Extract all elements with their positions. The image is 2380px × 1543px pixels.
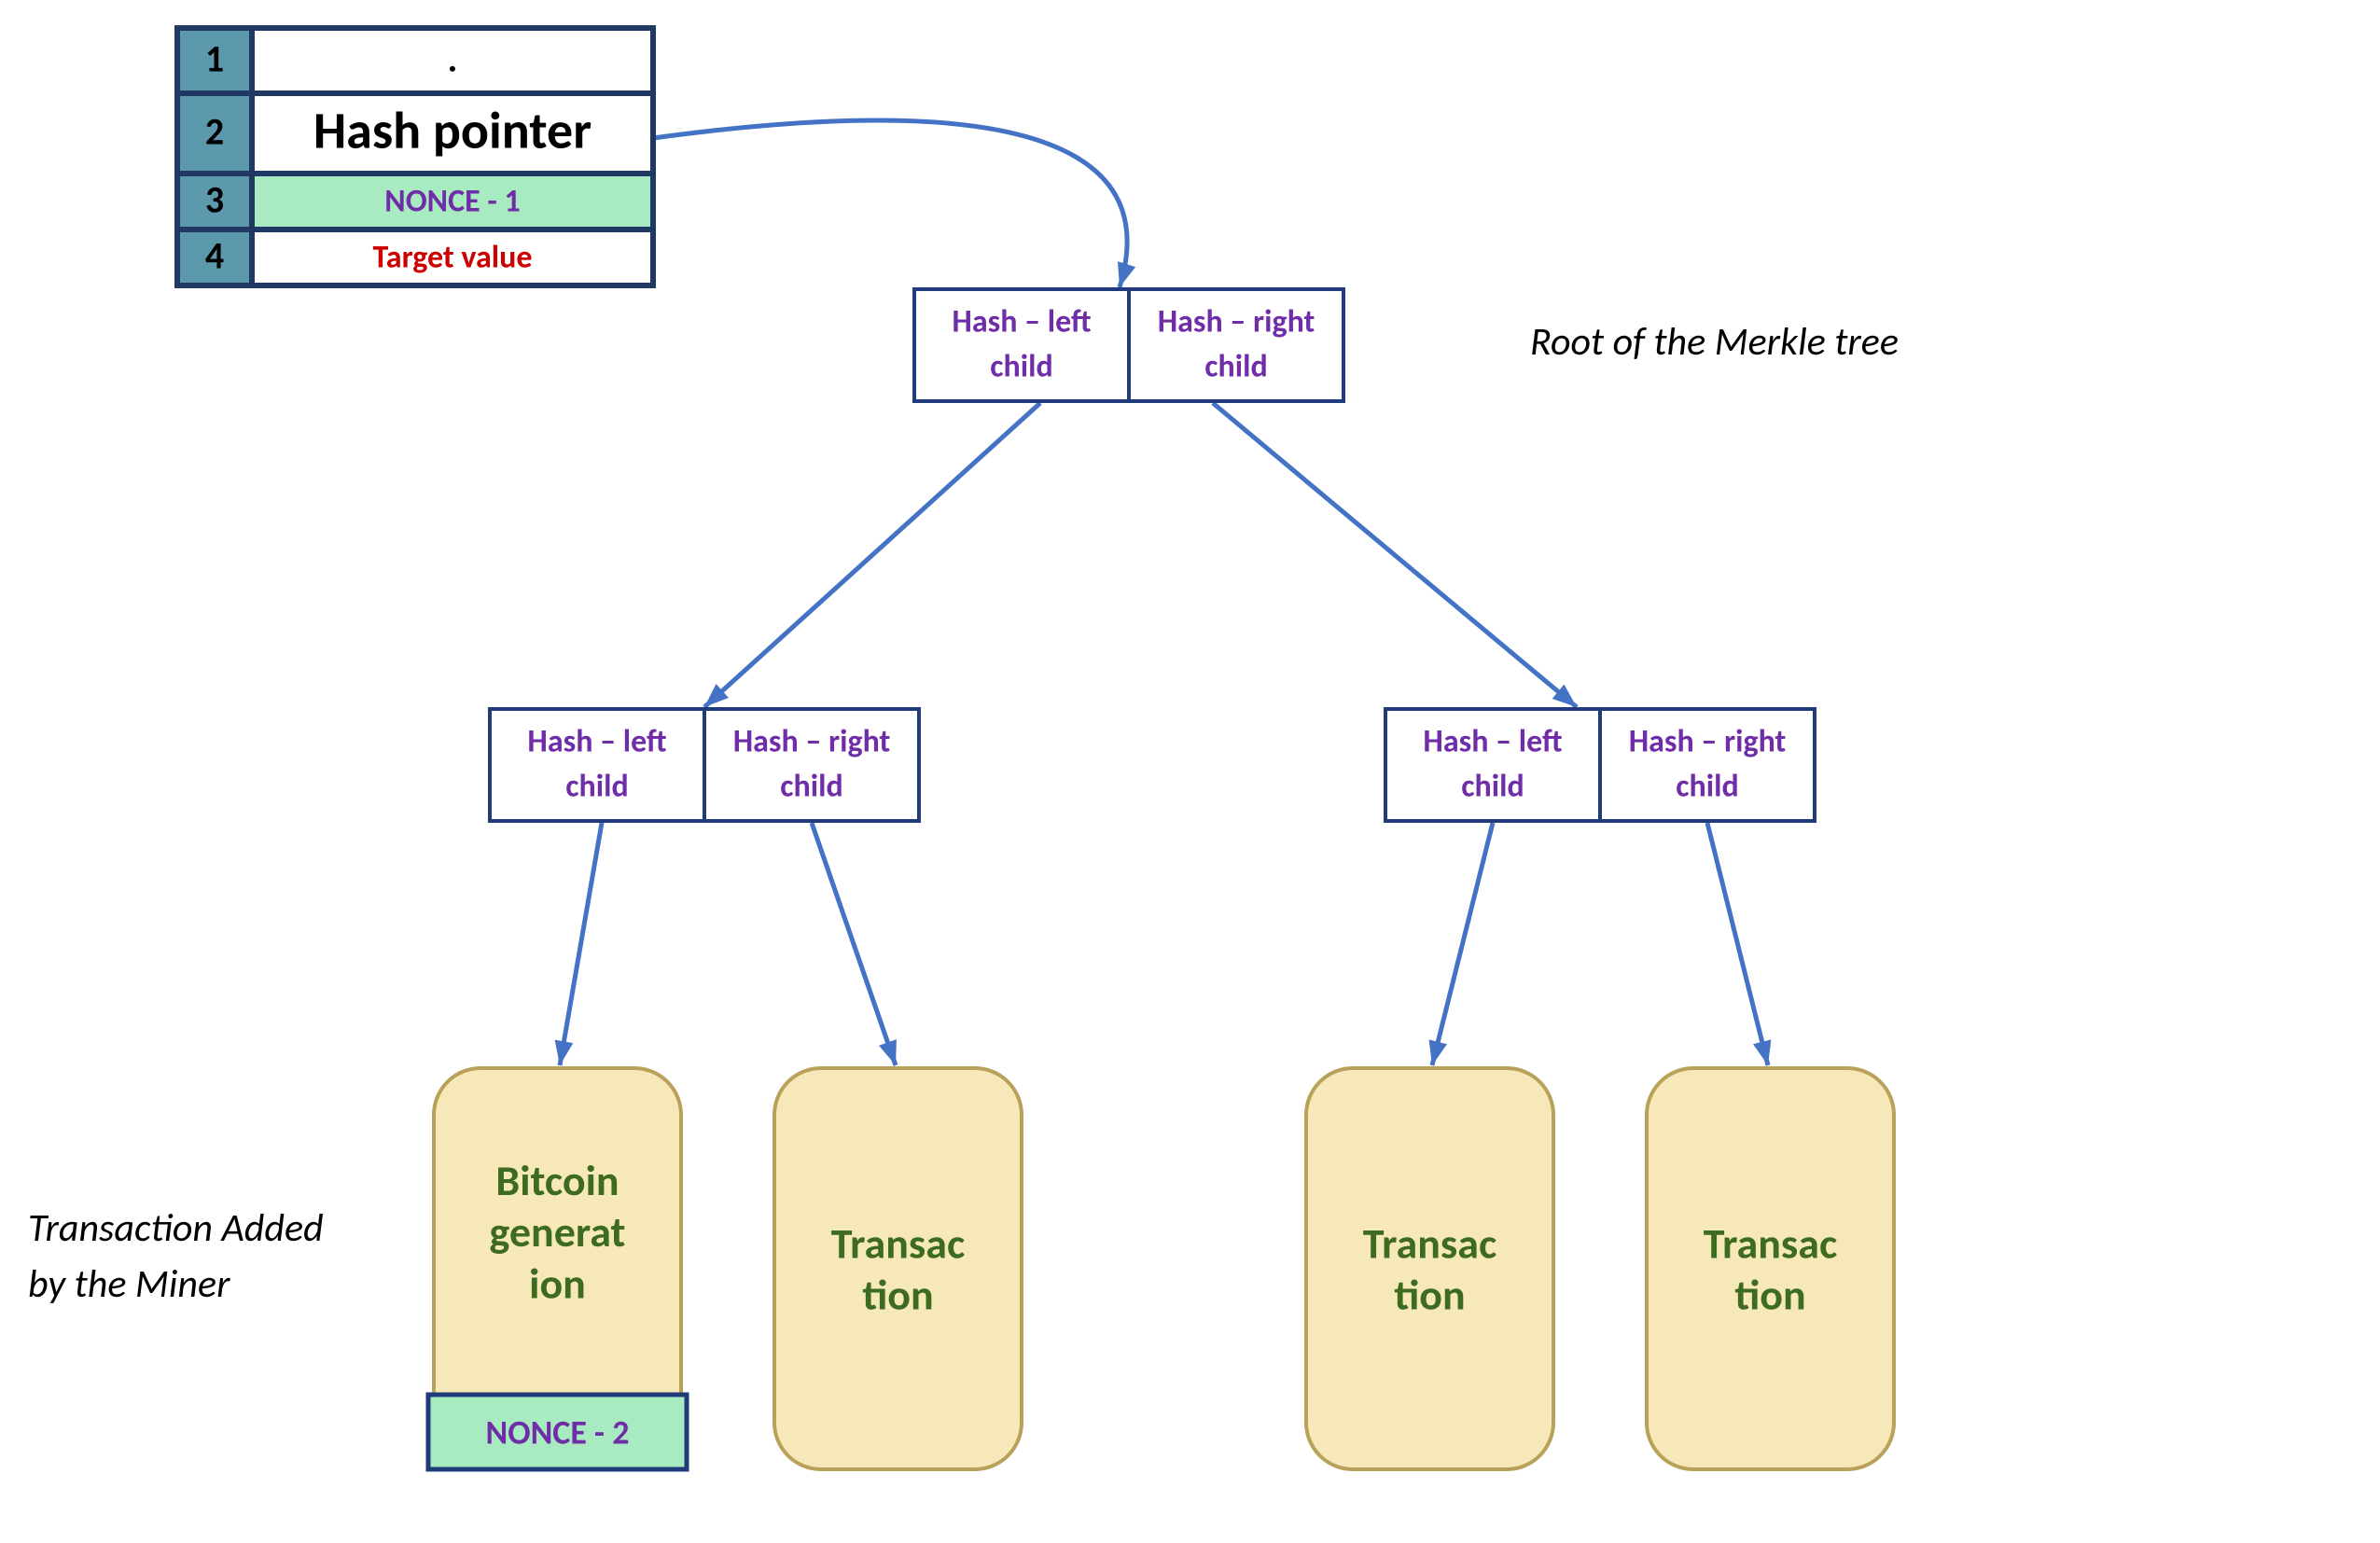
- header-row-text-3: Target value: [373, 238, 533, 276]
- hash-pair-mid-right: Hash – left child Hash – right child: [1385, 709, 1815, 821]
- leaf-2: Transaction: [1306, 1068, 1553, 1469]
- leaf-1: Transaction: [774, 1068, 1022, 1469]
- header-row-num-1: 2: [205, 109, 224, 155]
- hash-mid-right-right-l1: Hash – right: [1629, 723, 1787, 761]
- header-row-num-3: 4: [205, 233, 224, 279]
- hash-mid-right-left-l1: Hash – left: [1423, 723, 1563, 761]
- leaf-3-line-0: Transac: [1704, 1218, 1837, 1271]
- header-row-text-1: Hash pointer: [313, 100, 592, 163]
- leaf-0: Bitcoingeneration NONCE - 2: [428, 1068, 687, 1469]
- leaf-2-line-1: tion: [1394, 1270, 1465, 1322]
- merkle-diagram: 1. 2 Hash pointer 3 NONCE - 1 4 Target value Ha…: [0, 0, 2380, 1543]
- hash-mid-left-left-l1: Hash – left: [527, 723, 667, 761]
- hash-root-left-l1: Hash – left: [952, 303, 1092, 341]
- leaf-2-line-0: Transac: [1363, 1218, 1496, 1271]
- leaf-0-nonce2-text: NONCE - 2: [486, 1412, 630, 1453]
- hash-root-right-l1: Hash – right: [1158, 303, 1315, 341]
- leaf-0-line-0: Bitcoin: [495, 1155, 619, 1207]
- hash-mid-left-right-l1: Hash – right: [733, 723, 891, 761]
- leaf-0-line-2: ion: [529, 1258, 586, 1310]
- hash-root-left-l2: child: [990, 348, 1052, 386]
- hash-mid-left-left-l2: child: [565, 768, 628, 806]
- block-header-table: 1. 2 Hash pointer 3 NONCE - 1 4 Target value: [177, 28, 653, 285]
- leaf-3: Transaction: [1647, 1068, 1894, 1469]
- header-row-text-2: NONCE - 1: [384, 182, 520, 220]
- leaf-1-line-1: tion: [862, 1270, 933, 1322]
- hash-mid-right-left-l2: child: [1461, 768, 1524, 806]
- header-row-text-0: .: [448, 36, 458, 82]
- ann-miner-2: by the Miner: [28, 1260, 230, 1308]
- hash-mid-left-right-l2: child: [780, 768, 842, 806]
- hash-mid-right-right-l2: child: [1676, 768, 1738, 806]
- leaf-3-line-1: tion: [1734, 1270, 1805, 1322]
- header-row-num-2: 3: [205, 177, 224, 223]
- hash-root-right-l2: child: [1204, 348, 1267, 386]
- leaf-0-line-1: generat: [490, 1206, 626, 1258]
- header-row-num-0: 1: [205, 36, 224, 82]
- hash-pair-mid-left: Hash – left child Hash – right child: [490, 709, 919, 821]
- hash-pair-root: Hash – left child Hash – right child: [914, 289, 1343, 401]
- leaf-1-line-0: Transac: [831, 1218, 965, 1271]
- ann-root: Root of the Merkle tree: [1530, 318, 1899, 366]
- ann-miner-1: Transaction Added: [28, 1204, 324, 1252]
